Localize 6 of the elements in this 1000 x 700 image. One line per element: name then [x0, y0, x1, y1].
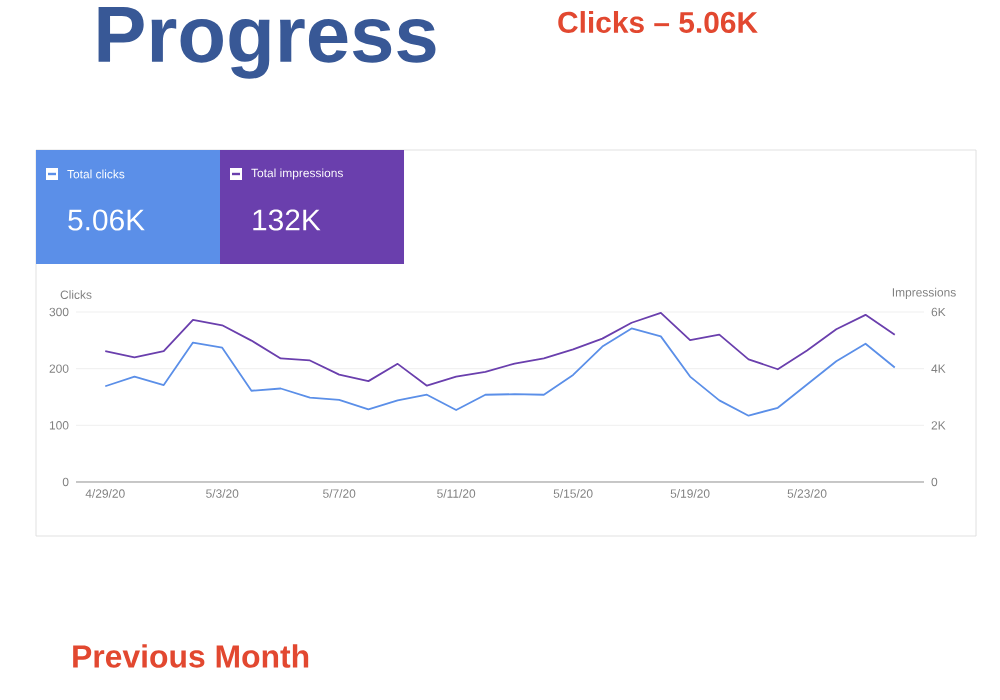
text: 5.06K [68, 209, 145, 231]
chart-title: Progress [98, 7, 436, 79]
text: Previous Month [73, 644, 309, 668]
line-series [104, 311, 896, 387]
text: Clicks – 5.06K [558, 11, 758, 33]
text: 132K [253, 209, 321, 231]
